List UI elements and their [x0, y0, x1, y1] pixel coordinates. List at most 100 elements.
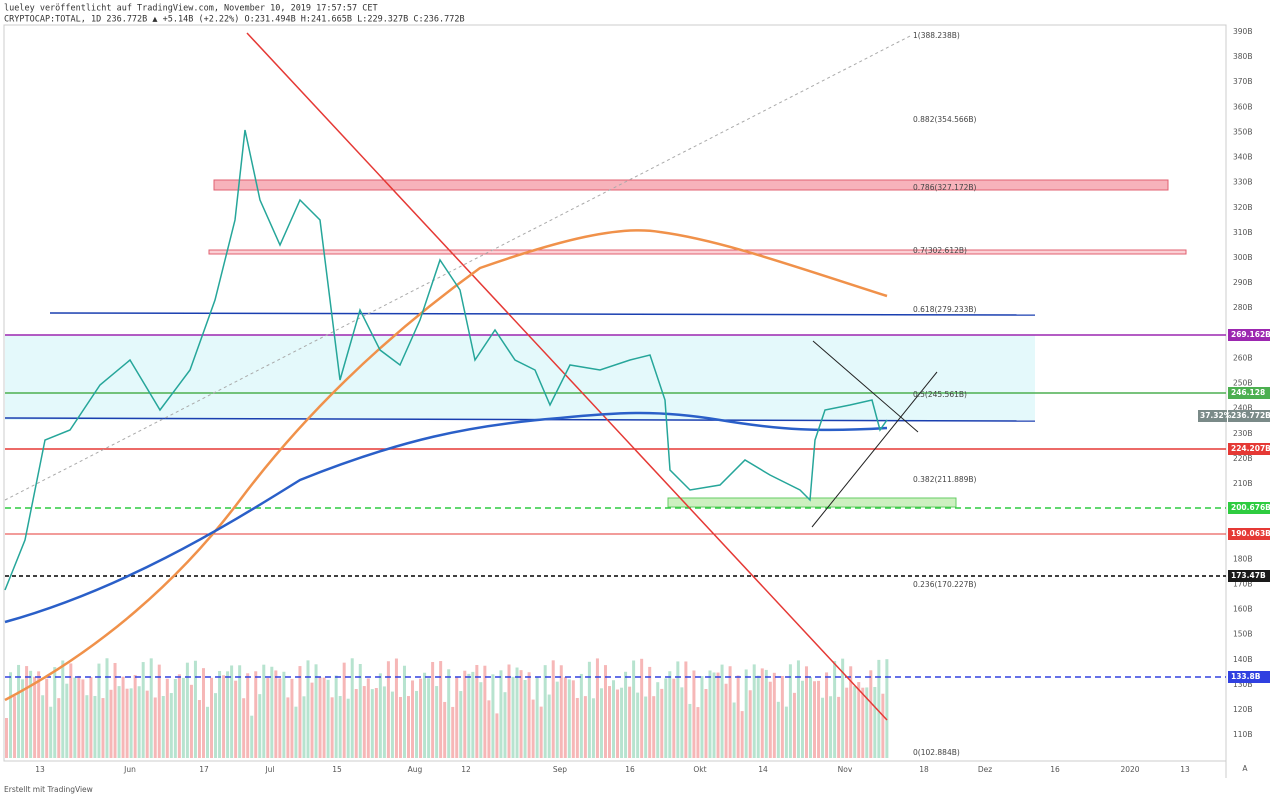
volume-bar [511, 676, 515, 758]
volume-bar [648, 666, 652, 758]
volume-bar [346, 698, 350, 758]
resistance-zone [213, 179, 1169, 191]
volume-bar [804, 666, 808, 758]
volume-bar [105, 658, 109, 758]
volume-bar [845, 687, 849, 758]
volume-bar [539, 706, 543, 758]
price-tag: 269.162B [1231, 330, 1271, 339]
volume-bar [222, 675, 226, 758]
volume-bar [728, 666, 732, 758]
volume-bar [543, 665, 547, 758]
volume-bar [378, 673, 382, 758]
channel-line [49, 312, 1036, 316]
volume-bar [262, 664, 266, 758]
percent-tag: 37.32% [1200, 411, 1232, 420]
volume-bar [189, 684, 193, 758]
volume-bar [165, 678, 169, 758]
volume-bar [322, 677, 326, 758]
resistance-zone [208, 249, 1187, 255]
price-axis-label: 110B [1233, 730, 1252, 739]
volume-bar [258, 694, 262, 758]
volume-bar [744, 669, 748, 758]
time-axis-label: 15 [332, 765, 342, 774]
volume-bar [206, 706, 209, 758]
volume-bar [73, 677, 77, 758]
volume-bar [788, 664, 792, 758]
volume-bar [676, 661, 680, 758]
volume-bar [386, 661, 390, 758]
volume-bar [278, 678, 282, 758]
volume-bar [314, 664, 318, 758]
volume-bar [688, 703, 692, 758]
volume-bar [13, 696, 17, 758]
volume-bar [527, 672, 531, 758]
volume-bar [390, 691, 394, 758]
volume-bar [563, 677, 567, 758]
price-axis-label: 230B [1233, 429, 1252, 438]
time-axis-label: 16 [1050, 765, 1060, 774]
volume-bar [821, 697, 825, 758]
time-axis-label: Dez [978, 765, 992, 774]
price-axis-label: 350B [1233, 127, 1252, 136]
auto-scale-button[interactable]: A [1242, 764, 1248, 773]
price-axis-label: 160B [1233, 605, 1252, 614]
volume-bar [700, 676, 704, 758]
volume-bar [266, 678, 270, 758]
volume-bar [736, 675, 740, 758]
volume-bar [483, 665, 487, 758]
volume-bar [149, 658, 153, 758]
volume-bar [628, 686, 632, 758]
volume-bar [61, 660, 65, 758]
volume-bar [69, 663, 73, 758]
volume-bar [612, 680, 616, 758]
volume-bar [274, 670, 278, 758]
volume-bar [555, 681, 559, 758]
price-tag-box [1228, 570, 1270, 582]
volume-bar [193, 660, 197, 758]
fib-label: 1(388.238B) [913, 31, 960, 40]
volume-bar [479, 682, 483, 758]
volume-bar [869, 670, 873, 758]
price-axis-label: 330B [1233, 178, 1252, 187]
volume-bar [692, 670, 696, 758]
volume-bar [575, 697, 579, 758]
volume-bar [672, 678, 676, 758]
volume-bar [290, 678, 294, 758]
volume-bar [833, 661, 837, 758]
footer: Erstellt mit TradingView [4, 785, 93, 794]
price-axis-label: 210B [1233, 479, 1252, 488]
volume-bar [402, 665, 406, 758]
price-axis-label: 170B [1233, 579, 1252, 588]
price-tag: 133.8B [1231, 672, 1261, 681]
volume-bar [394, 658, 398, 758]
volume-bar [354, 688, 358, 758]
price-tag-box [1228, 329, 1270, 341]
volume-bar [25, 666, 29, 758]
price-axis-label: 390B [1233, 27, 1252, 36]
volume-bar [471, 671, 475, 758]
price-tag-box [1228, 387, 1270, 399]
volume-bar [620, 687, 624, 758]
volume-bar [214, 693, 218, 758]
volume-bar [764, 669, 768, 758]
price-axis-label: 280B [1233, 303, 1252, 312]
volume-bar [881, 693, 885, 758]
volume-bar [201, 668, 205, 758]
volume-bar [547, 694, 551, 758]
volume-bar [97, 663, 101, 758]
volume-bar [780, 675, 784, 758]
volume-bar [491, 674, 495, 758]
volume-bar [427, 678, 431, 758]
volume-bar [246, 673, 250, 758]
volume-bar [238, 665, 242, 758]
volume-bar [636, 692, 640, 758]
volume-bar [358, 664, 362, 758]
volume-bar [306, 660, 310, 758]
price-axis-label: 260B [1233, 353, 1252, 362]
volume-bar [756, 675, 760, 758]
time-axis-label: 17 [199, 765, 209, 774]
volume-bar [423, 672, 427, 758]
volume-bar [447, 669, 451, 758]
volume-bar [270, 666, 274, 758]
